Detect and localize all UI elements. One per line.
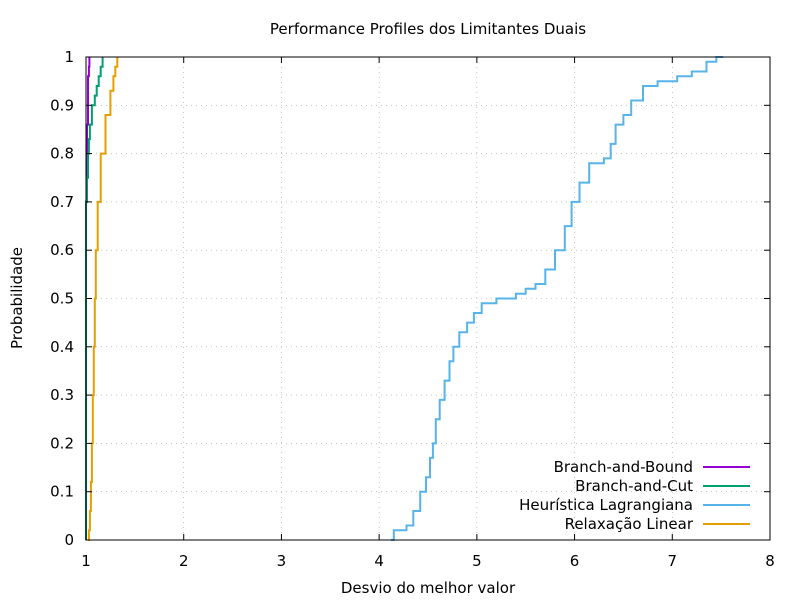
y-tick-label: 0.8 bbox=[50, 145, 74, 163]
grid bbox=[86, 57, 770, 540]
y-tick-label: 0.5 bbox=[50, 290, 74, 308]
series-line-3 bbox=[87, 57, 119, 541]
axis-ticks: 1 2 3 4 5 6 7 8 0 0.1 0.2 0.3 0.4 0.5 0.6 0.7 0.8 0.9 1 bbox=[50, 48, 775, 570]
x-tick-label: 1 bbox=[81, 552, 91, 570]
x-tick-label: 2 bbox=[179, 552, 189, 570]
y-tick-label: 0.6 bbox=[50, 241, 74, 259]
y-axis-label: Probabilidade bbox=[8, 247, 26, 349]
x-tick-label: 5 bbox=[472, 552, 482, 570]
x-tick-label: 6 bbox=[570, 552, 580, 570]
y-tick-label: 0.3 bbox=[50, 386, 74, 404]
chart-title: Performance Profiles dos Limitantes Duai… bbox=[270, 20, 586, 38]
legend-label: Branch-and-Bound bbox=[554, 458, 693, 476]
legend-label: Heurística Lagrangiana bbox=[519, 496, 693, 514]
y-tick-label: 0.7 bbox=[50, 193, 74, 211]
y-tick-label: 0 bbox=[64, 531, 74, 549]
x-tick-label: 8 bbox=[765, 552, 775, 570]
legend-label: Branch-and-Cut bbox=[575, 477, 693, 495]
x-tick-label: 3 bbox=[277, 552, 287, 570]
y-tick-label: 0.2 bbox=[50, 434, 74, 452]
x-tick-label: 7 bbox=[668, 552, 678, 570]
y-tick-label: 0.1 bbox=[50, 483, 74, 501]
legend-label: Relaxação Linear bbox=[565, 515, 694, 533]
legend: Branch-and-BoundBranch-and-CutHeurística… bbox=[519, 458, 750, 533]
y-tick-label: 0.9 bbox=[50, 96, 74, 114]
series-line-2 bbox=[390, 56, 724, 541]
y-tick-label: 0.4 bbox=[50, 338, 74, 356]
x-axis-label: Desvio do melhor valor bbox=[341, 579, 516, 597]
x-tick-label: 4 bbox=[374, 552, 384, 570]
y-tick-label: 1 bbox=[64, 48, 74, 66]
